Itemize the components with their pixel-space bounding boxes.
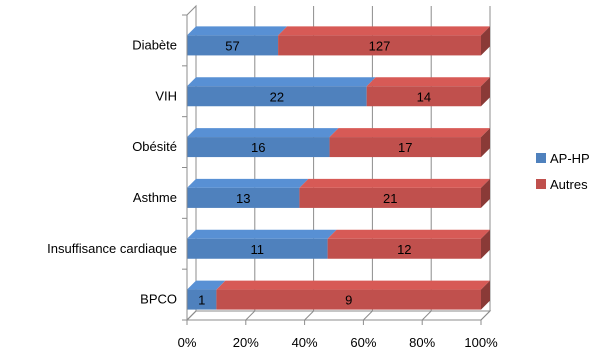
floor — [185, 310, 492, 321]
bar-value-label: 12 — [397, 242, 411, 257]
gridline-floor — [363, 310, 373, 321]
bar-side — [481, 229, 490, 259]
x-tick-label: 20% — [233, 335, 259, 350]
bar-top — [187, 26, 288, 36]
bar-row: 16 17 — [187, 128, 490, 158]
bar-top — [329, 128, 490, 138]
bar-value-label: 127 — [369, 38, 391, 53]
category-label: Insuffisance cardiaque — [47, 241, 177, 256]
bar-segment — [216, 289, 481, 310]
category-axis: Diabète VIH Obésité Asthme Insuffisance card… — [47, 14, 188, 320]
legend: AP-HP Autres — [536, 151, 590, 192]
gridline-floor — [186, 310, 197, 321]
legend-item: AP-HP — [536, 151, 590, 166]
bar-value-label: 13 — [236, 191, 250, 206]
bar-row: 11 12 — [187, 229, 490, 259]
gridline-floor — [304, 310, 314, 321]
x-tick-label: 40% — [292, 335, 318, 350]
category-label: Asthme — [133, 190, 177, 205]
bar-value-label: 1 — [198, 293, 205, 308]
x-tick-label: 80% — [409, 335, 435, 350]
category-label: Diabète — [132, 37, 177, 52]
gridline-floor — [421, 310, 432, 321]
bar-segment — [187, 86, 367, 107]
bar-segment — [329, 137, 481, 158]
bar-segment — [299, 187, 481, 208]
bar-value-label: 57 — [225, 38, 239, 53]
bar-side — [481, 128, 490, 158]
bar-value-label: 11 — [251, 242, 265, 257]
category-label: Obésité — [132, 139, 177, 154]
bar-value-label: 14 — [417, 89, 431, 104]
legend-item: Autres — [536, 177, 588, 192]
bar-segment — [327, 238, 481, 259]
bar-top — [327, 229, 490, 239]
gridlines — [186, 6, 491, 321]
bar-side — [481, 178, 490, 208]
bar-segment — [187, 238, 328, 259]
bar-top — [187, 178, 309, 188]
bar-top — [299, 178, 490, 188]
x-tick-label: 100% — [464, 335, 498, 350]
x-tick-label: 0% — [178, 335, 197, 350]
bar-value-label: 17 — [398, 140, 412, 155]
bar-top — [187, 229, 337, 239]
bar-top — [187, 280, 226, 290]
gridline-floor — [245, 310, 256, 321]
bar-row: 22 14 — [187, 77, 490, 107]
bar-top — [187, 128, 339, 138]
bar-value-label: 21 — [383, 191, 397, 206]
bar-side — [481, 77, 490, 107]
bar-top — [366, 77, 490, 87]
bar-top — [187, 77, 376, 87]
bar-row: 13 21 — [187, 178, 490, 208]
bar-side — [481, 26, 490, 56]
x-tick-label: 60% — [350, 335, 376, 350]
bar-segment — [278, 35, 481, 56]
category-label: BPCO — [140, 292, 177, 307]
bar-segment — [187, 137, 330, 158]
x-axis: 0% 20% 40% 60% 80% 100% — [178, 319, 498, 350]
legend-swatch — [536, 153, 546, 163]
gridline-floor — [480, 310, 491, 321]
bar-value-label: 9 — [345, 293, 352, 308]
category-label: VIH — [155, 88, 177, 103]
bar-row: 57 127 — [187, 26, 490, 56]
bar-segment — [187, 187, 300, 208]
legend-swatch — [536, 179, 546, 189]
bar-value-label: 16 — [251, 140, 265, 155]
bar-top — [278, 26, 490, 36]
bar-top — [216, 280, 490, 290]
bar-segment — [187, 289, 217, 310]
bar-segment — [187, 35, 279, 56]
bar-value-label: 22 — [270, 89, 284, 104]
bar-side — [481, 280, 490, 310]
legend-label: Autres — [550, 177, 588, 192]
legend-label: AP-HP — [550, 151, 590, 166]
bar-segment — [366, 86, 481, 107]
